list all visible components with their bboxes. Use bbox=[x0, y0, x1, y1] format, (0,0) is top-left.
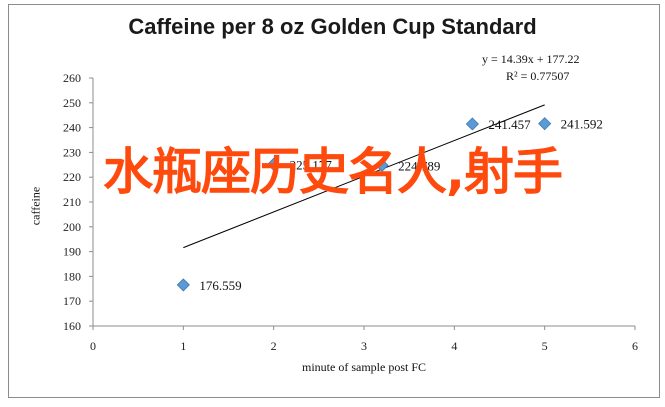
x-tick-label: 3 bbox=[361, 339, 367, 353]
y-tick-label: 240 bbox=[63, 121, 81, 135]
trendline bbox=[183, 104, 545, 249]
watermark-overlay-text: 水瓶座历史名人,射手 bbox=[103, 143, 563, 201]
x-tick-label: 0 bbox=[90, 339, 96, 353]
y-tick-label: 200 bbox=[63, 220, 81, 234]
chart-frame bbox=[8, 4, 660, 398]
data-point-label: 224.789 bbox=[398, 158, 440, 173]
data-point-marker bbox=[465, 117, 479, 131]
y-tick-label: 250 bbox=[63, 96, 81, 110]
data-point-marker bbox=[267, 157, 281, 171]
y-tick-label: 160 bbox=[63, 319, 81, 333]
trendline-r-squared: R² = 0.77507 bbox=[506, 69, 570, 83]
data-point-label: 241.592 bbox=[561, 117, 603, 132]
x-tick-label: 1 bbox=[180, 339, 186, 353]
x-tick-label: 6 bbox=[632, 339, 638, 353]
data-point-marker bbox=[375, 158, 389, 172]
y-tick-label: 220 bbox=[63, 170, 81, 184]
trendline-group bbox=[183, 104, 545, 249]
x-tick-label: 2 bbox=[271, 339, 277, 353]
x-tick-label: 4 bbox=[451, 339, 457, 353]
x-tick-label: 5 bbox=[542, 339, 548, 353]
chart-ticks: 160 170 180 190 200 210 220 230 240 250 260 0 1 2 3 4 5 6 bbox=[63, 71, 638, 353]
y-tick-label: 170 bbox=[63, 294, 81, 308]
y-tick-label: 210 bbox=[63, 195, 81, 209]
data-point-marker bbox=[176, 278, 190, 292]
y-tick-label: 230 bbox=[63, 145, 81, 159]
data-points-group: 176.559 225.177 224.789 241.457 241.592 bbox=[176, 117, 603, 293]
y-tick-label: 180 bbox=[63, 269, 81, 283]
data-point-label: 241.457 bbox=[488, 117, 531, 132]
x-axis-label: minute of sample post FC bbox=[302, 360, 426, 374]
data-point-marker bbox=[538, 117, 552, 131]
y-tick-label: 260 bbox=[63, 71, 81, 85]
chart-title: Caffeine per 8 oz Golden Cup Standard bbox=[128, 14, 537, 39]
y-tick-label: 190 bbox=[63, 245, 81, 259]
data-point-label: 176.559 bbox=[199, 278, 241, 293]
trendline-equation: y = 14.39x + 177.22 bbox=[482, 52, 580, 66]
data-point-label: 225.177 bbox=[290, 157, 333, 172]
